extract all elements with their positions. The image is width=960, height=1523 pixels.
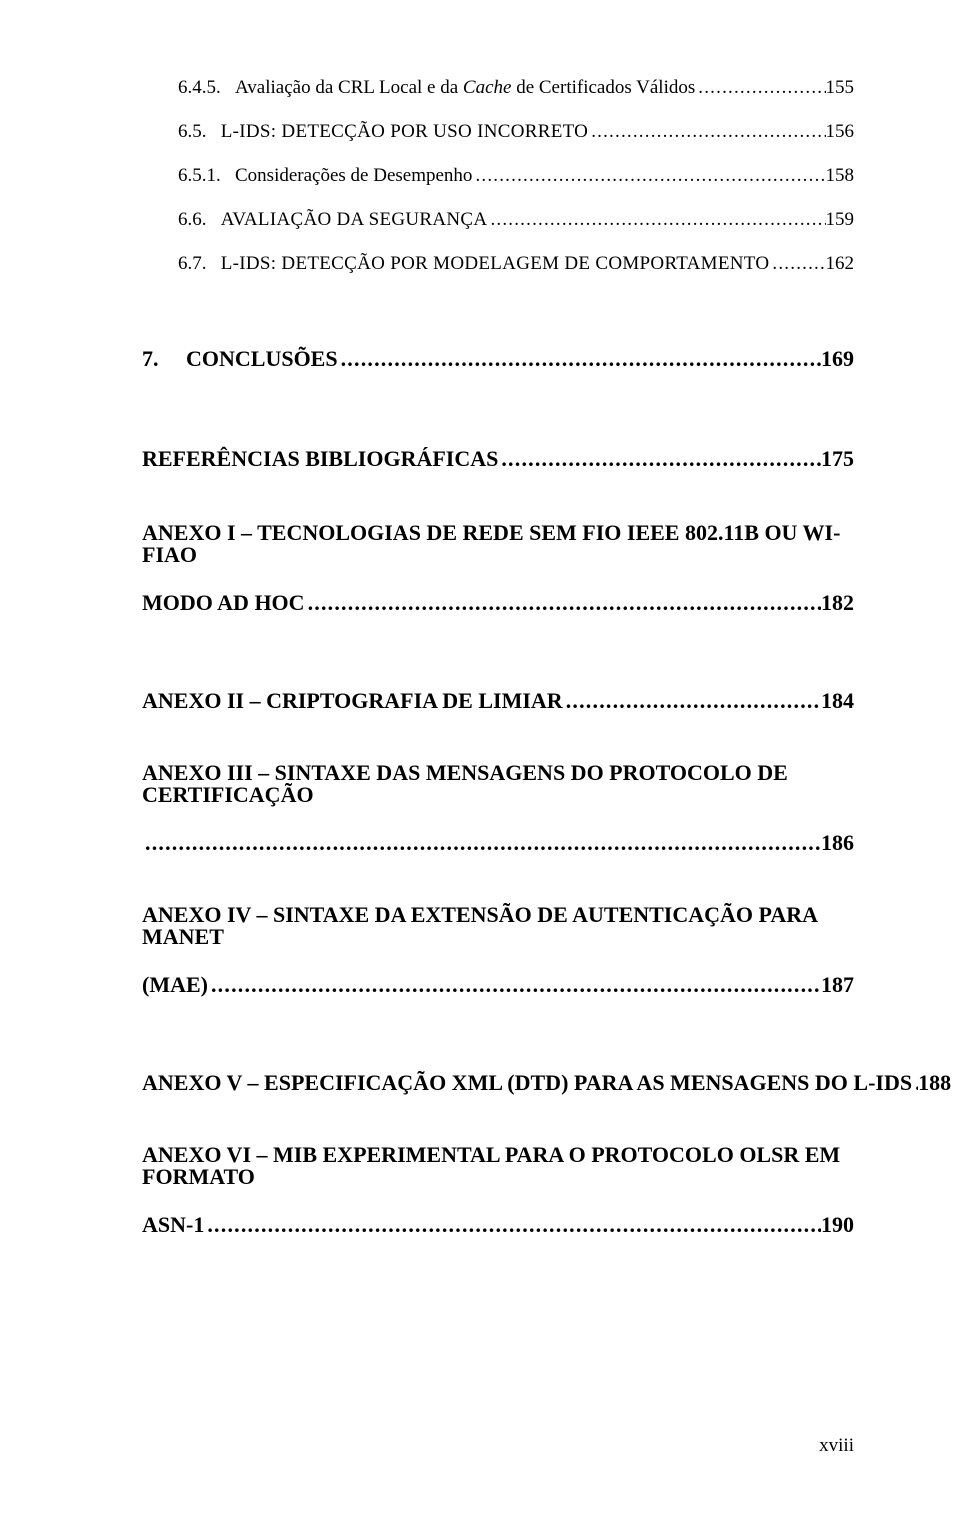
- toc-line: 7. CONCLUSÕES 169: [142, 348, 854, 370]
- toc-heading-label: 7. CONCLUSÕES: [142, 346, 338, 371]
- toc-heading-label: ANEXO IV – SINTAXE DA EXTENSÃO DE AUTENT…: [142, 904, 854, 948]
- toc-label: REFERÊNCIAS BIBLIOGRÁFICAS: [142, 448, 498, 470]
- toc-label-part: de Certificados Válidos: [511, 77, 695, 98]
- toc-line: ANEXO II – CRIPTOGRAFIA DE LIMIAR 184: [142, 690, 854, 712]
- toc-label-part: [207, 253, 221, 274]
- toc-label: ANEXO II – CRIPTOGRAFIA DE LIMIAR: [142, 690, 563, 712]
- toc-leader-dots: [769, 254, 825, 273]
- toc-label-part: L-IDS: D: [221, 253, 296, 274]
- toc-label-part: Cache: [463, 77, 512, 98]
- toc-leader-dots: [695, 78, 825, 97]
- toc-heading-label: ANEXO III – SINTAXE DAS MENSAGENS DO PRO…: [142, 762, 854, 806]
- toc-label-part: [221, 77, 235, 98]
- toc-leader-dots: [588, 122, 825, 141]
- toc-label: 6.4.5. Avaliação da CRL Local e da Cache…: [178, 78, 695, 97]
- toc-page: 169: [821, 348, 854, 370]
- toc-line: 6.4.5. Avaliação da CRL Local e da Cache…: [142, 78, 854, 97]
- toc-leader-dots: [142, 832, 821, 854]
- toc-label-part: 6.6.: [178, 209, 207, 230]
- toc-line: 6.5. L-IDS: DETECÇÃO POR USO INCORRETO 15…: [142, 122, 854, 141]
- toc-line: ANEXO V – ESPECIFICAÇÃO XML (DTD) PARA A…: [142, 1072, 854, 1094]
- toc-label-part: S: [369, 209, 380, 230]
- toc-line: (MAE) 187: [142, 974, 854, 996]
- toc-label-part: 6.5.: [178, 121, 207, 142]
- toc-heading-label: ANEXO I – TECNOLOGIAS DE REDE SEM FIO IE…: [142, 522, 854, 566]
- toc-label-part: [207, 121, 221, 142]
- toc-label-part: NCORRETO: [484, 121, 588, 142]
- toc-line: 6.7. L-IDS: DETECÇÃO POR MODELAGEM DE CO…: [142, 254, 854, 273]
- toc-heading-label: (MAE): [142, 972, 208, 997]
- toc-page: 182: [821, 592, 854, 614]
- toc-heading-label: REFERÊNCIAS BIBLIOGRÁFICAS: [142, 446, 498, 471]
- toc-label-part: 6.4.5.: [178, 77, 221, 98]
- toc-label-part: 6.7.: [178, 253, 207, 274]
- toc-page: 156: [826, 122, 855, 141]
- toc-page: 159: [826, 210, 855, 229]
- toc-heading-label: ASN-1: [142, 1212, 204, 1237]
- toc-label: 6.7. L-IDS: DETECÇÃO POR MODELAGEM DE CO…: [178, 254, 769, 273]
- toc-label: 6.5. L-IDS: DETECÇÃO POR USO INCORRETO: [178, 122, 588, 141]
- toc-heading-label: ANEXO II – CRIPTOGRAFIA DE LIMIAR: [142, 688, 563, 713]
- toc-page: 175: [821, 448, 854, 470]
- toc-line: ASN-1 190: [142, 1214, 854, 1236]
- toc-label-part: [207, 209, 221, 230]
- toc-line: REFERÊNCIAS BIBLIOGRÁFICAS 175: [142, 448, 854, 470]
- toc-label-part: C: [595, 253, 608, 274]
- toc-label-part: ETECÇÃO POR: [295, 253, 433, 274]
- toc-label-part: VALIAÇÃO DA: [232, 209, 368, 230]
- toc-page: 186: [821, 832, 854, 854]
- toc-label: ANEXO V – ESPECIFICAÇÃO XML (DTD) PARA A…: [142, 1072, 912, 1094]
- toc-page: 184: [821, 690, 854, 712]
- toc-label: 6.6. AVALIAÇÃO DA SEGURANÇA: [178, 210, 487, 229]
- toc-leader-dots: [338, 348, 821, 370]
- toc-page: 155: [826, 78, 855, 97]
- toc-label-part: L-IDS: D: [221, 121, 296, 142]
- toc-label-part: ETECÇÃO POR: [295, 121, 433, 142]
- toc-leader-dots: [563, 690, 821, 712]
- toc-label-part: SO: [447, 121, 477, 142]
- toc-heading-label: ANEXO V – ESPECIFICAÇÃO XML (DTD) PARA A…: [142, 1070, 912, 1095]
- toc-page: 162: [826, 254, 855, 273]
- toc-label: (MAE): [142, 974, 208, 996]
- toc-label-part: MO: [433, 253, 464, 274]
- toc-label: ASN-1: [142, 1214, 204, 1236]
- toc-page: 158: [826, 166, 855, 185]
- toc-line: 186: [142, 832, 854, 854]
- toc-leader-dots: [498, 448, 821, 470]
- toc-heading-label: MODO AD HOC: [142, 590, 305, 615]
- toc-label-part: 6.5.1.: [178, 165, 221, 186]
- toc-page: 187: [821, 974, 854, 996]
- toc-line: MODO AD HOC 182: [142, 592, 854, 614]
- toc-label-part: Avaliação da CRL Local e da: [235, 77, 463, 98]
- toc-label-part: DELAGEM DE: [464, 253, 595, 274]
- toc-line: 6.5.1. Considerações de Desempenho 158: [142, 166, 854, 185]
- toc-leader-dots: [208, 974, 821, 996]
- toc-label-part: OMPORTAMENTO: [608, 253, 769, 274]
- toc-label-part: U: [433, 121, 447, 142]
- page-number: xviii: [142, 1436, 854, 1455]
- toc-leader-dots: [472, 166, 825, 185]
- toc-label-part: A: [221, 209, 233, 230]
- toc-line: 6.6. AVALIAÇÃO DA SEGURANÇA 159: [142, 210, 854, 229]
- toc-leader-dots: [204, 1214, 821, 1236]
- toc-heading-label: ANEXO VI – MIB EXPERIMENTAL PARA O PROTO…: [142, 1144, 854, 1188]
- toc-label: MODO AD HOC: [142, 592, 305, 614]
- toc-page: 188: [918, 1072, 951, 1094]
- toc-label-part: I: [477, 121, 484, 142]
- toc-leader-dots: [487, 210, 825, 229]
- toc-page: 190: [821, 1214, 854, 1236]
- toc-label-part: EGURANÇA: [379, 209, 487, 230]
- toc-label: 6.5.1. Considerações de Desempenho: [178, 166, 472, 185]
- toc-label-part: Considerações de Desempenho: [235, 165, 472, 186]
- toc-label-part: [221, 165, 235, 186]
- toc-leader-dots: [305, 592, 821, 614]
- toc-label: 7. CONCLUSÕES: [142, 348, 338, 370]
